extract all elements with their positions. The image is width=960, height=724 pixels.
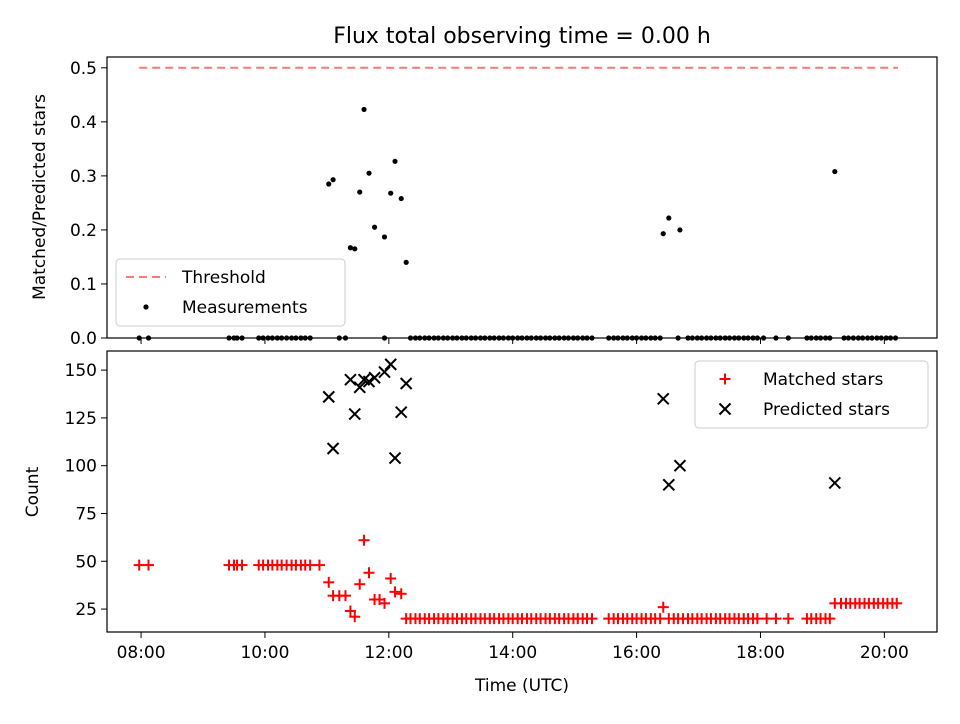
plot-frame bbox=[106, 56, 938, 339]
x-tick-label: 16:00 bbox=[612, 643, 661, 663]
y-tick-label: 125 bbox=[65, 409, 97, 429]
matched-star-point bbox=[344, 605, 356, 617]
matched-star-point bbox=[824, 613, 836, 625]
legend-label-threshold: Threshold bbox=[181, 268, 266, 288]
predicted-star-point bbox=[399, 377, 413, 390]
predicted-star-point bbox=[378, 365, 391, 379]
matched-star-point bbox=[770, 613, 782, 625]
legend-label-matched: Matched stars bbox=[763, 370, 883, 390]
matched-star-point bbox=[313, 559, 325, 571]
matched-star-point bbox=[378, 597, 390, 609]
bottom-panel: 08:00 10:00 12:00 14:00 16:00 18:00 20:00 25 50 7… bbox=[65, 350, 938, 663]
matched-star-point bbox=[761, 613, 773, 625]
matched-star-point bbox=[657, 601, 669, 613]
plot-frame bbox=[106, 350, 938, 633]
measurement-point bbox=[666, 215, 672, 221]
x-tick-label: 18:00 bbox=[736, 643, 785, 663]
matched-star-point bbox=[782, 613, 794, 625]
plot-area bbox=[133, 358, 903, 625]
y-tick-label: 50 bbox=[75, 552, 97, 572]
x-axis-label: Time (UTC) bbox=[474, 676, 569, 696]
y-tick-label: 0.2 bbox=[70, 221, 97, 241]
predicted-star-point bbox=[368, 371, 381, 384]
matched-star-point bbox=[385, 572, 397, 584]
measurement-point bbox=[352, 246, 358, 252]
predicted-star-point bbox=[362, 375, 376, 388]
x-tick-label: 12:00 bbox=[364, 643, 413, 663]
matched-star-point bbox=[133, 559, 145, 571]
y-tick-label: 0.4 bbox=[70, 113, 97, 133]
y-tick-label: 100 bbox=[65, 457, 97, 477]
matched-star-point bbox=[236, 559, 248, 571]
predicted-star-point bbox=[384, 358, 397, 371]
measurement-point bbox=[361, 106, 367, 113]
y-tick-label: 150 bbox=[65, 361, 97, 381]
y-tick-label: 75 bbox=[75, 504, 97, 524]
y-tick-label: 25 bbox=[75, 600, 97, 620]
top-panel: 0.0 0.1 0.2 0.3 0.4 0.5 Threshold Measurements bbox=[70, 56, 938, 349]
legend-box bbox=[115, 258, 346, 327]
measurement-point bbox=[660, 231, 666, 237]
predicted-star-point bbox=[662, 478, 676, 492]
measurement-point bbox=[403, 259, 409, 265]
legend-label-measurements: Measurements bbox=[182, 298, 308, 318]
top-y-axis-label: Matched/Predicted stars bbox=[30, 94, 50, 300]
legend: Matched stars Predicted stars bbox=[694, 360, 929, 429]
matched-star-point bbox=[751, 613, 763, 625]
matched-star-point bbox=[891, 597, 903, 609]
measurement-point bbox=[366, 170, 372, 176]
measurement-point bbox=[381, 234, 388, 240]
matched-star-point bbox=[349, 611, 361, 623]
x-tick-label: 08:00 bbox=[117, 643, 166, 663]
measurement-point bbox=[371, 224, 378, 230]
plot-area bbox=[136, 66, 899, 341]
predicted-star-point bbox=[657, 392, 670, 405]
predicted-star-point bbox=[828, 476, 842, 490]
predicted-star-point bbox=[326, 442, 340, 455]
legend-matched-swatch bbox=[719, 373, 731, 385]
x-tick-label: 14:00 bbox=[488, 643, 537, 663]
legend: Threshold Measurements bbox=[115, 258, 346, 327]
matched-star-point bbox=[354, 578, 366, 590]
matched-star-point bbox=[389, 586, 401, 598]
measurement-point bbox=[832, 168, 838, 175]
legend-measurements-swatch bbox=[143, 304, 149, 310]
measurement-point bbox=[398, 195, 404, 202]
matched-star-point bbox=[339, 590, 351, 602]
matched-star-point bbox=[363, 567, 375, 579]
predicted-star-point bbox=[388, 451, 402, 465]
measurement-point bbox=[392, 158, 398, 164]
matched-star-point bbox=[586, 613, 598, 625]
x-tick-label: 20:00 bbox=[860, 643, 909, 663]
y-tick-label: 0.0 bbox=[70, 329, 97, 349]
matched-star-point bbox=[143, 559, 154, 571]
matched-star-point bbox=[304, 559, 316, 571]
measurement-point bbox=[357, 189, 363, 195]
matched-star-point bbox=[323, 576, 335, 588]
predicted-star-point bbox=[395, 405, 408, 419]
matched-star-point bbox=[395, 588, 407, 600]
measurement-point bbox=[677, 227, 683, 233]
legend-label-predicted: Predicted stars bbox=[763, 400, 890, 420]
legend-predicted-swatch bbox=[718, 402, 732, 416]
chart-title: Flux total observing time = 0.00 h bbox=[333, 24, 711, 49]
measurement-point bbox=[330, 177, 336, 183]
measurement-point bbox=[347, 245, 354, 251]
matched-star-point bbox=[358, 534, 370, 546]
y-tick-label: 0.5 bbox=[70, 59, 97, 79]
bottom-y-axis-label: Count bbox=[23, 466, 43, 517]
predicted-star-point bbox=[322, 390, 335, 404]
predicted-star-point bbox=[344, 373, 357, 386]
predicted-star-point bbox=[673, 459, 687, 472]
legend-box bbox=[694, 360, 929, 429]
measurement-point bbox=[388, 190, 394, 196]
measurement-point bbox=[326, 181, 332, 187]
predicted-star-point bbox=[353, 381, 366, 394]
predicted-star-point bbox=[348, 407, 361, 421]
y-tick-label: 0.3 bbox=[70, 167, 97, 187]
x-tick-label: 10:00 bbox=[240, 643, 289, 663]
y-tick-label: 0.1 bbox=[70, 275, 97, 295]
